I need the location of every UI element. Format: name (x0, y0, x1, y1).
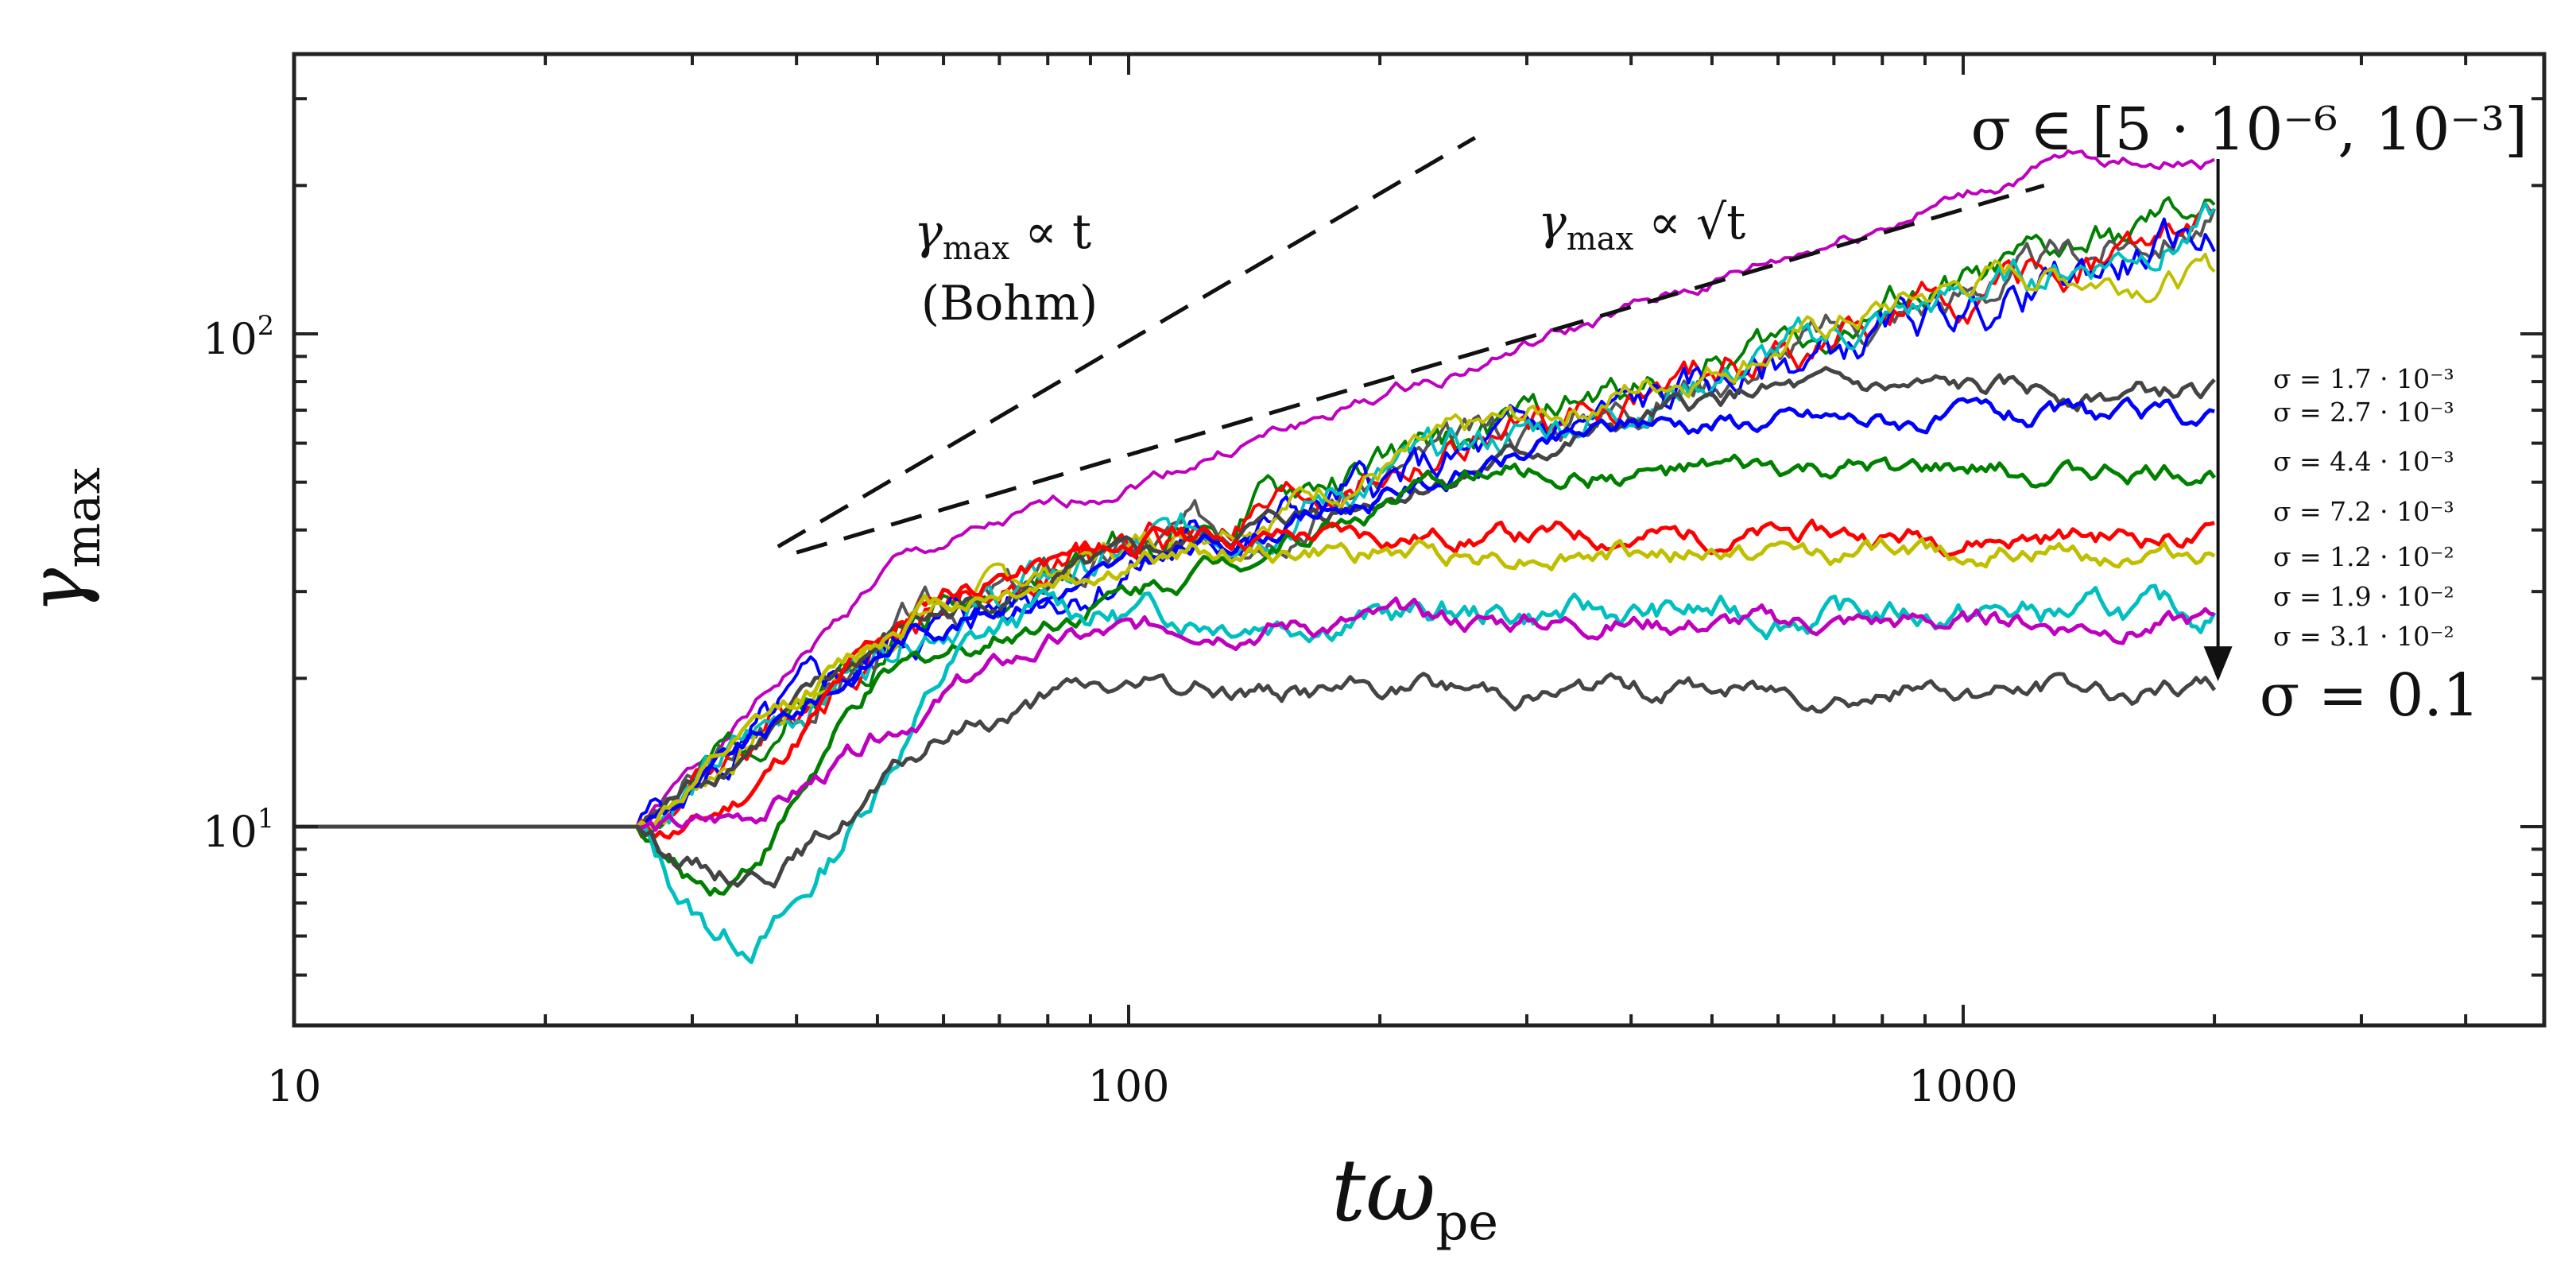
y-tick-label-10-2: 102 (203, 310, 274, 364)
x-axis-label-sub: pe (1435, 1193, 1498, 1252)
y-tick-label-10-2-base: 10 (203, 314, 258, 364)
x-tick-label-100: 100 (1087, 1061, 1169, 1111)
series-line (294, 672, 2217, 889)
sigma-arrow-head (2203, 646, 2233, 682)
bohm-line-label-line2: (Bohm) (921, 276, 1098, 331)
sigma-label: σ = 4.4 · 10⁻³ (2273, 446, 2454, 477)
y-axis-label: γmax (13, 467, 111, 614)
sqrt-label-gamma: γ (1538, 195, 1567, 250)
bohm-reference-line (777, 136, 1476, 548)
y-axis-label-sub: max (56, 467, 111, 568)
sigma-label: σ = 7.2 · 10⁻³ (2273, 496, 2454, 527)
sigma-labels: σ = 1.7 · 10⁻³σ = 2.7 · 10⁻³ σ = 4.4 · 10… (2273, 363, 2454, 652)
sigma-label: σ = 2.7 · 10⁻³ (2273, 397, 2454, 428)
sqrt-label-rest: ∝ √t (1633, 195, 1745, 250)
y-tick-label-10-1: 101 (203, 803, 274, 857)
sigma-arrow (2203, 159, 2233, 682)
bohm-line-label: γmax ∝ t (914, 204, 1091, 267)
x-axis-label-main: tω (1331, 1141, 1435, 1241)
y-axis-label-main: γ (13, 568, 102, 614)
sigma-range-label: σ ∈ [5 · 10⁻⁶, 10⁻³] (1970, 95, 2528, 164)
x-axis-label: tωpe (1331, 1141, 1498, 1252)
bohm-label-rest: ∝ t (1009, 204, 1091, 260)
reference-lines (777, 136, 2045, 555)
sqrt-line-label: γmax ∝ √t (1538, 195, 1745, 258)
sigma-label: σ = 1.7 · 10⁻³ (2273, 363, 2454, 394)
series-layer (294, 149, 2217, 964)
sigma-label: σ = 3.1 · 10⁻² (2273, 621, 2454, 652)
sigma-final-label: σ = 0.1 (2260, 661, 2480, 730)
axes-box (292, 52, 2547, 1028)
y-tick-label-10-2-exp: 2 (258, 310, 274, 341)
sqrt-reference-line (796, 183, 2045, 555)
x-tick-label-1000: 1000 (1908, 1061, 2017, 1111)
sigma-label: σ = 1.2 · 10⁻² (2273, 541, 2454, 572)
y-tick-label-10-1-exp: 1 (258, 803, 274, 834)
sigma-label: σ = 1.9 · 10⁻² (2273, 581, 2454, 612)
bohm-label-gamma: γ (914, 204, 943, 260)
bohm-label-sub: max (943, 231, 1010, 267)
tick-layer (292, 54, 2544, 1025)
sqrt-label-sub: max (1567, 221, 1634, 258)
y-tick-label-10-1-base: 10 (203, 807, 258, 857)
x-tick-label-10: 10 (267, 1061, 322, 1111)
